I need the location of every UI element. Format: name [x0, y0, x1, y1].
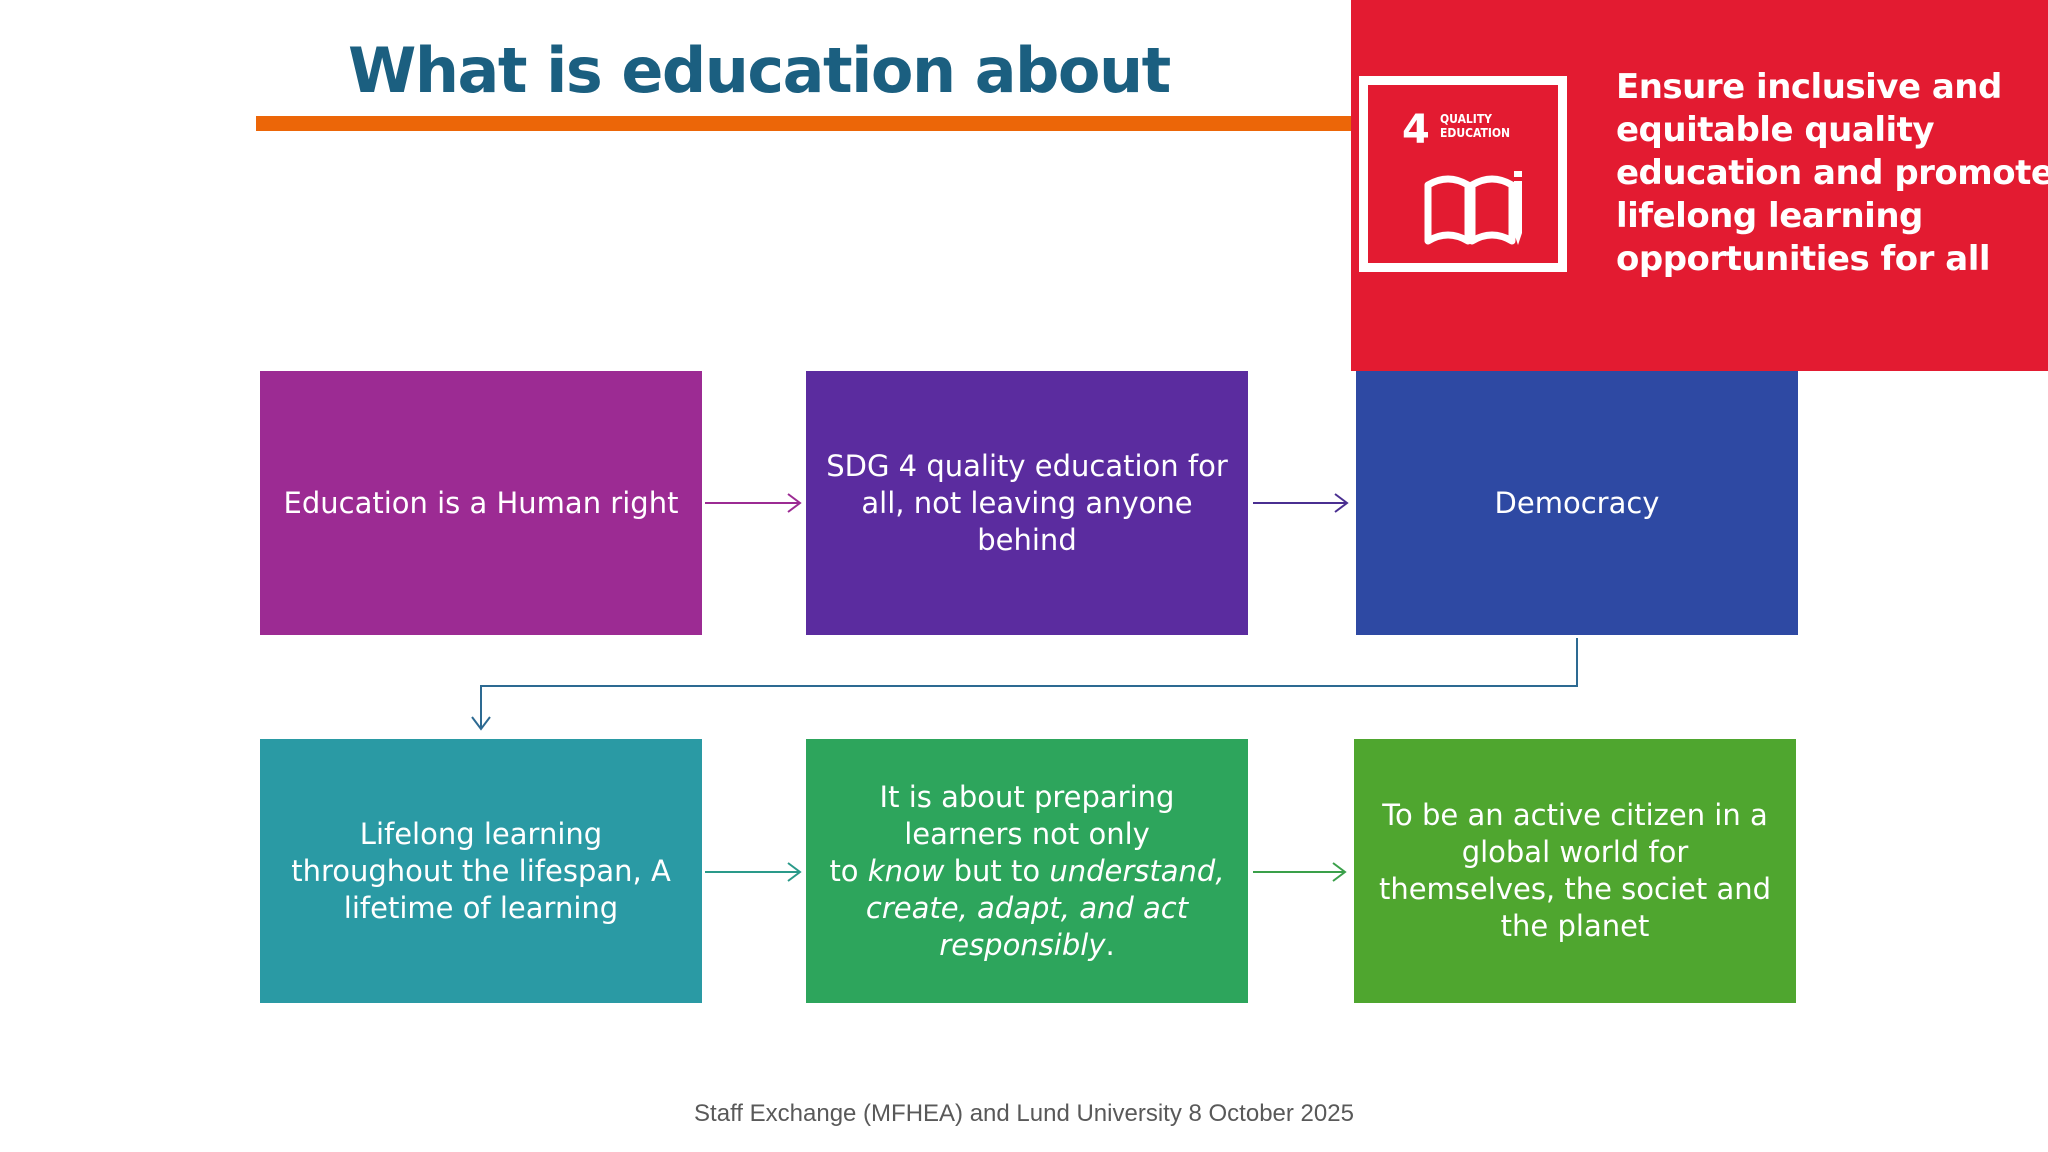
preparing-end: .: [1105, 927, 1115, 962]
preparing-but-to: but to: [953, 853, 1041, 888]
preparing-prefix: to: [829, 853, 859, 888]
box-democracy: Democracy: [1356, 371, 1798, 635]
slide-title: What is education about: [348, 34, 1171, 107]
open-book-pencil-icon: [1424, 171, 1522, 245]
sdg-statement-line: lifelong learning: [1616, 196, 1923, 236]
arrow-democracy-to-lifelong: [471, 638, 1578, 731]
box-active-citizen: To be an active citizen in a global worl…: [1354, 739, 1796, 1003]
box-sdg4: SDG 4 quality education for all, not lea…: [806, 371, 1248, 635]
arrow-human-right-to-sdg4: [705, 493, 802, 513]
box-human-right: Education is a Human right: [260, 371, 702, 635]
slide-footer: Staff Exchange (MFHEA) and Lund Universi…: [694, 1100, 1354, 1127]
sdg4-logo: 4 QUALITY EDUCATION: [1359, 76, 1567, 272]
arrow-preparing-to-citizen: [1253, 862, 1347, 882]
preparing-know: know: [867, 853, 945, 888]
box-human-right-text: Education is a Human right: [283, 485, 679, 520]
box-preparing-learners: It is about preparing learners not only …: [806, 739, 1248, 1003]
sdg-statement-line: opportunities for all: [1616, 239, 1991, 279]
sdg-statement-line: Ensure inclusive and: [1616, 67, 2002, 107]
sdg-statement-line: education and promote: [1616, 153, 2048, 193]
sdg-number: 4: [1402, 107, 1430, 153]
arrow-lifelong-to-preparing: [705, 862, 802, 882]
box-active-citizen-text: To be an active citizen in a global worl…: [1378, 798, 1772, 943]
preparing-understand: understand, create, adapt, and act respo…: [865, 853, 1225, 962]
box-lifelong-learning: Lifelong learning throughout the lifespa…: [260, 739, 702, 1003]
sdg-logo-label: QUALITY EDUCATION: [1440, 112, 1511, 140]
title-underline: [256, 116, 1352, 131]
box-democracy-text: Democracy: [1494, 485, 1660, 520]
box-lifelong-learning-text: Lifelong learning throughout the lifespa…: [291, 816, 671, 925]
box-sdg4-text: SDG 4 quality education for all, not lea…: [826, 448, 1228, 557]
sdg4-statement: Ensure inclusive and equitable quality e…: [1616, 66, 2048, 281]
sdg4-banner: 4 QUALITY EDUCATION Ensure inclusive and…: [1351, 0, 2048, 371]
sdg-statement-line: equitable quality: [1616, 110, 1935, 150]
box-preparing-learners-text: It is about preparing learners not only …: [824, 779, 1230, 964]
preparing-line1: It is about preparing learners not only: [879, 779, 1175, 851]
arrow-sdg4-to-democracy: [1253, 493, 1349, 513]
